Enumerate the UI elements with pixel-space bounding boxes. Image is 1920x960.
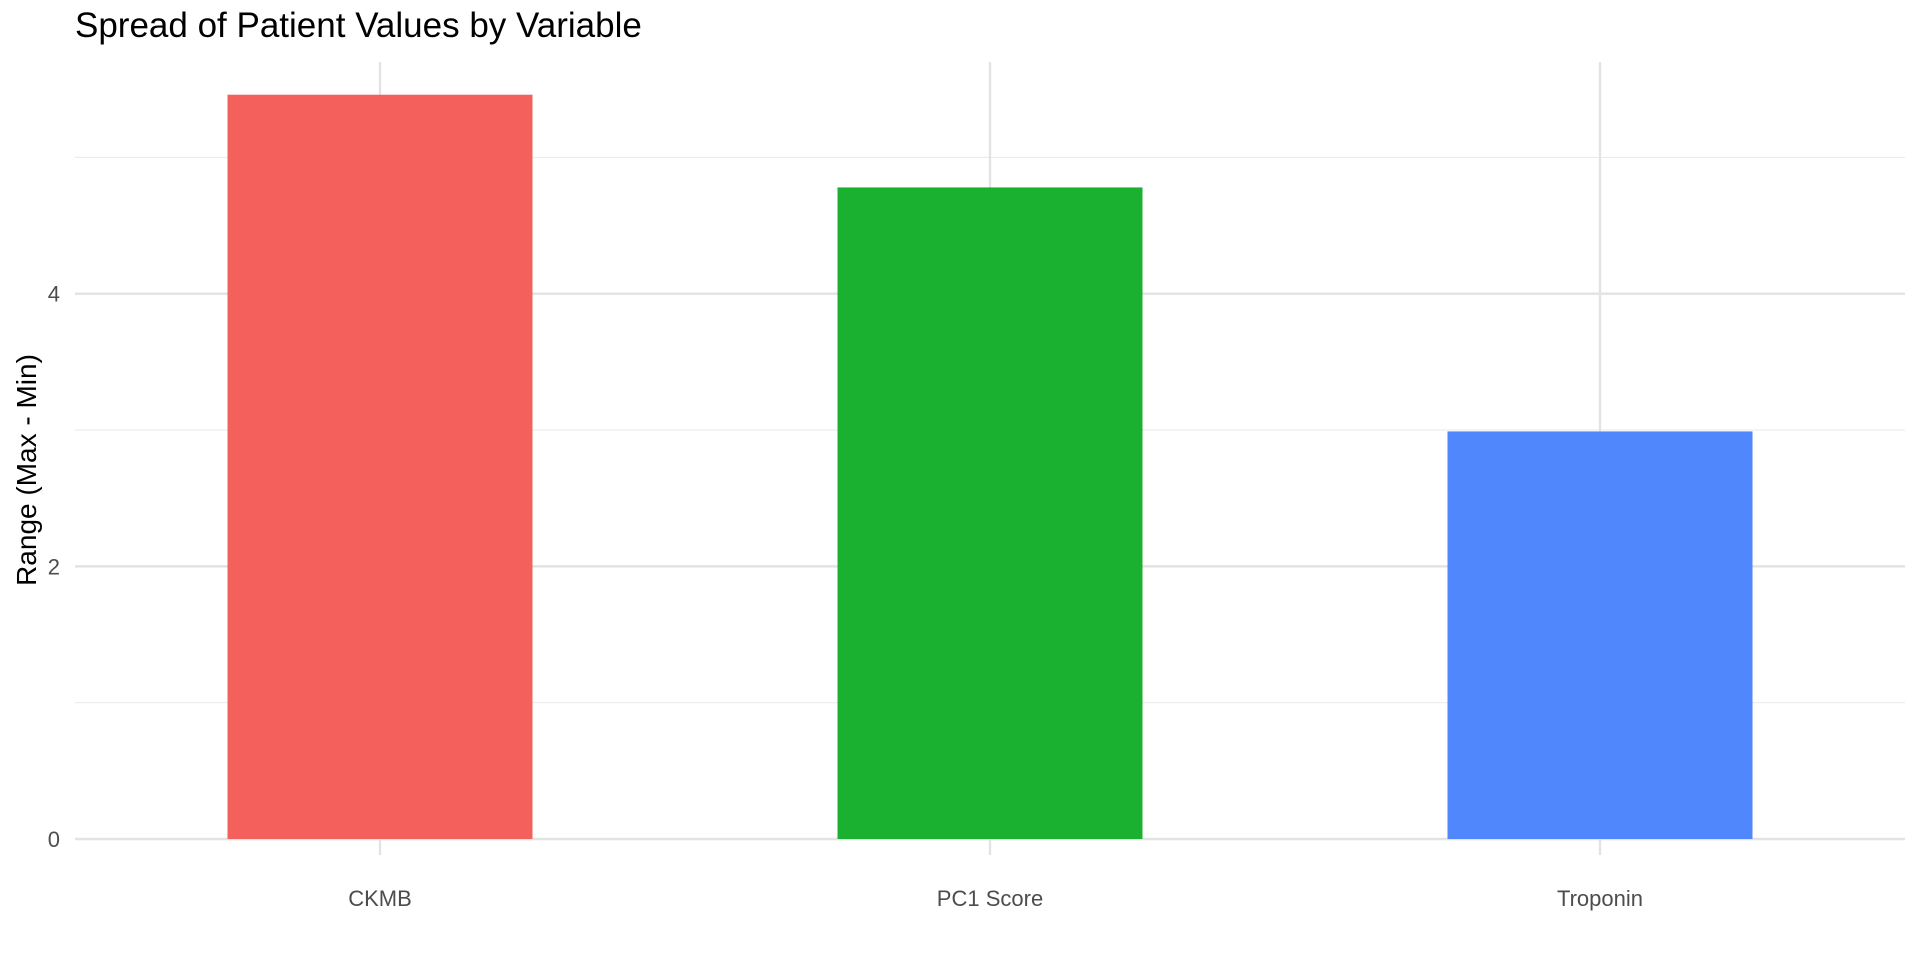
chart-title: Spread of Patient Values by Variable [75,6,642,45]
x-tick-label: PC1 Score [937,886,1043,911]
x-tick-label: Troponin [1557,886,1643,911]
y-tick-labels: 0 2 4 [48,282,60,852]
y-tick-label: 0 [48,827,60,852]
bars [227,94,1753,839]
bar-troponin [1447,431,1753,839]
x-tick-label: CKMB [348,886,412,911]
x-tick-labels: CKMB PC1 Score Troponin [348,886,1643,911]
y-tick-label: 2 [48,554,60,579]
bar-ckmb [227,94,533,839]
y-tick-label: 4 [48,282,60,307]
y-axis-title: Range (Max - Min) [11,354,42,586]
bar-pc1-score [837,187,1143,839]
